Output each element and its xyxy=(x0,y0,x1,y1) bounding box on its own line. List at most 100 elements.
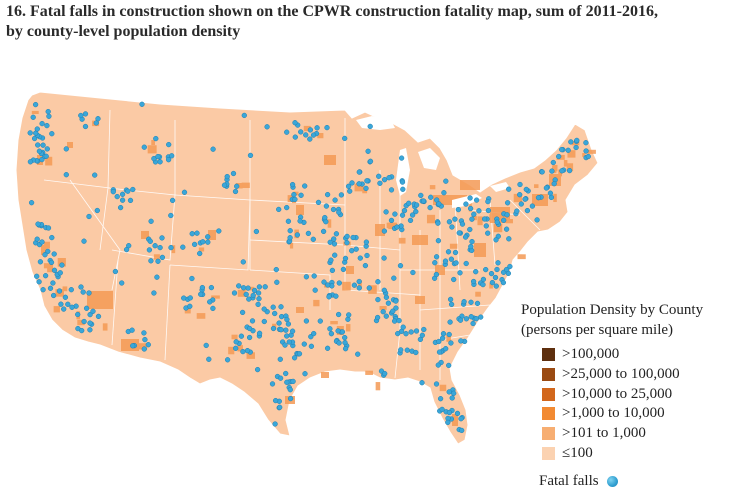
fatal-fall-point xyxy=(285,218,292,224)
fatal-fall-point xyxy=(119,197,126,203)
dense-county-patch xyxy=(303,125,311,132)
fatal-fall-point xyxy=(210,146,216,152)
fatal-fall-point xyxy=(241,112,247,119)
dense-county-patch xyxy=(493,223,503,233)
dense-county-patch xyxy=(563,160,568,167)
fatal-fall-point xyxy=(356,285,362,291)
fatal-fall-point xyxy=(388,217,395,224)
fatal-fall-point xyxy=(35,142,41,148)
fatal-fall-point xyxy=(256,330,263,336)
fatal-fall-point xyxy=(224,173,230,180)
dense-county-patch xyxy=(324,155,336,165)
dense-county-patch xyxy=(412,235,428,245)
fatal-fall-point xyxy=(325,282,331,288)
fatal-fall-point xyxy=(439,335,446,341)
fatal-fall-point xyxy=(154,274,160,280)
fatal-fall-point xyxy=(504,212,510,218)
fatal-fall-point xyxy=(44,146,50,152)
fatal-fall-point xyxy=(86,290,92,296)
fatal-fall-point xyxy=(467,226,473,233)
fatal-fall-point xyxy=(381,177,388,183)
dense-county-patch xyxy=(446,333,451,342)
dense-county-patch xyxy=(317,132,324,139)
fatal-fall-point xyxy=(332,197,338,203)
fatal-fall-point xyxy=(408,329,414,335)
fatal-fall-point xyxy=(95,116,101,122)
fatal-fall-point xyxy=(307,136,313,142)
dense-county-patch xyxy=(57,258,66,267)
fatal-fall-point xyxy=(94,207,100,214)
fatal-fall-point xyxy=(344,233,350,240)
fatal-fall-point xyxy=(159,235,165,241)
legend-swatch xyxy=(542,407,555,421)
fatal-fall-point xyxy=(277,375,284,381)
fatal-fall-point xyxy=(298,129,304,135)
fatal-fall-point xyxy=(518,201,524,207)
fatal-fall-point xyxy=(43,153,49,159)
fatal-fall-point xyxy=(377,180,383,186)
fatal-fall-point xyxy=(550,159,556,166)
fatal-fall-point xyxy=(287,228,293,234)
fatal-fall-point xyxy=(194,230,200,236)
fatal-fall-point xyxy=(276,320,282,326)
fatal-fall-point xyxy=(246,334,253,341)
fatal-fall-point xyxy=(56,288,63,294)
dense-county-patch xyxy=(241,182,250,189)
fatal-fall-point xyxy=(539,169,545,175)
fatal-fall-point xyxy=(474,300,481,307)
fatal-fall-point xyxy=(451,276,457,283)
dense-county-patch xyxy=(553,193,557,203)
fatal-fall-point xyxy=(446,331,452,338)
fatal-fall-point xyxy=(381,228,388,234)
fatal-fall-point xyxy=(392,211,398,217)
fatal-fall-point xyxy=(457,317,464,323)
fatal-fall-point xyxy=(556,153,562,160)
fatal-fall-point xyxy=(68,287,74,293)
fatal-fall-point xyxy=(446,362,452,369)
fatal-fall-point xyxy=(303,132,309,138)
fatal-fall-point xyxy=(240,259,246,265)
fatal-fall-point xyxy=(87,311,93,318)
fatal-fall-point xyxy=(481,216,488,222)
fatal-falls-legend: Fatal falls xyxy=(539,473,618,490)
fatal-fall-point xyxy=(363,239,370,245)
fatal-fall-point xyxy=(433,381,440,387)
dense-county-patch xyxy=(196,313,206,319)
fatal-fall-point xyxy=(110,189,116,195)
fatal-fall-point xyxy=(169,153,175,159)
dense-county-patch xyxy=(439,384,447,392)
fatal-fall-point xyxy=(330,206,337,213)
fatal-fall-point xyxy=(254,366,261,373)
fatal-fall-point xyxy=(139,101,145,107)
fatal-fall-point xyxy=(413,328,420,334)
fatal-fall-point xyxy=(462,234,469,240)
dense-county-patch xyxy=(208,230,216,240)
fatal-fall-point xyxy=(366,285,372,291)
dense-county-patch xyxy=(41,245,47,255)
fatal-fall-point xyxy=(168,244,174,251)
fatal-fall-point xyxy=(147,238,153,244)
fatal-fall-point xyxy=(141,346,147,352)
fatal-fall-point xyxy=(501,217,507,223)
fatal-fall-point xyxy=(493,237,499,243)
fatal-fall-point xyxy=(454,410,461,417)
fatal-fall-point xyxy=(345,183,352,189)
fatal-fall-point xyxy=(221,182,228,188)
fatal-fall-point xyxy=(264,124,270,130)
fatal-fall-point xyxy=(565,147,571,153)
dense-counties xyxy=(31,110,596,426)
fatal-fall-point xyxy=(157,159,163,165)
fatal-fall-point xyxy=(376,173,382,179)
fatal-fall-point xyxy=(492,274,499,281)
fatal-fall-point xyxy=(494,219,500,225)
legend-label: >10,000 to 25,000 xyxy=(562,385,673,402)
fatal-fall-point xyxy=(364,178,370,184)
dense-county-patch xyxy=(43,263,50,269)
fatal-fall-point xyxy=(153,135,159,142)
fatal-fall-point xyxy=(311,273,317,279)
us-map xyxy=(15,91,599,445)
fatal-fall-point xyxy=(451,390,457,396)
fatal-falls-marker-icon xyxy=(606,476,618,487)
fatal-fall-point xyxy=(458,416,464,422)
fatal-fall-point xyxy=(78,284,84,290)
